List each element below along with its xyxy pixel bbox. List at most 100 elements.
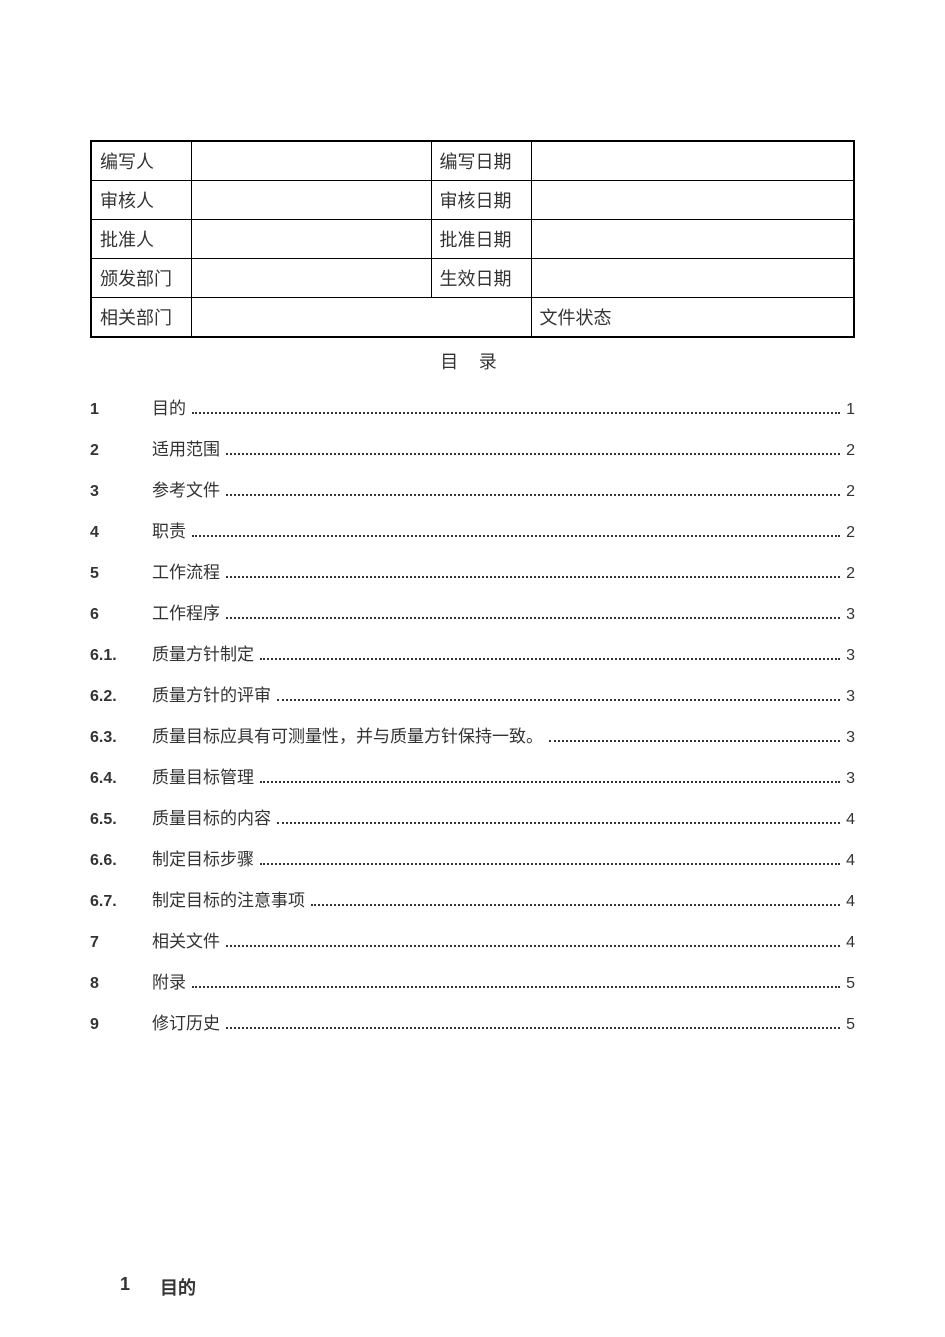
- approve-date-value: [531, 220, 854, 259]
- issuer-label: 颁发部门: [91, 259, 191, 298]
- toc-page: 5: [846, 1016, 855, 1034]
- toc-label: 目的: [152, 394, 186, 419]
- toc-label: 参考文件: [152, 476, 220, 501]
- issuer-value: [191, 259, 431, 298]
- toc-page: 4: [846, 893, 855, 911]
- toc-label: 制定目标步骤: [152, 845, 254, 870]
- toc-page: 2: [846, 483, 855, 501]
- author-label: 编写人: [91, 141, 191, 181]
- toc-entry: 2 适用范围 2: [90, 435, 855, 460]
- toc-entry: 9 修订历史 5: [90, 1009, 855, 1034]
- toc-entry: 6 工作程序 3: [90, 599, 855, 624]
- toc-dots: [549, 740, 840, 742]
- toc-dots: [226, 494, 840, 496]
- header-row-related-dept: 相关部门 文件状态: [91, 298, 854, 338]
- author-value: [191, 141, 431, 181]
- toc-dots: [260, 863, 840, 865]
- toc-entry: 3 参考文件 2: [90, 476, 855, 501]
- document-header-table: 编写人 编写日期 审核人 审核日期 批准人 批准日期 颁发部门 生效日期 相关部…: [90, 140, 855, 338]
- toc-num: 5: [90, 565, 152, 583]
- header-row-issuer: 颁发部门 生效日期: [91, 259, 854, 298]
- toc-dots: [260, 781, 840, 783]
- toc-entry: 6.3. 质量目标应具有可测量性，并与质量方针保持一致。 3: [90, 722, 855, 747]
- toc-label: 工作程序: [152, 599, 220, 624]
- author-date-label: 编写日期: [431, 141, 531, 181]
- toc-num: 6.4.: [90, 770, 152, 788]
- review-date-value: [531, 181, 854, 220]
- toc-title: 目 录: [90, 348, 855, 374]
- toc-dots: [277, 822, 840, 824]
- toc-num: 6.3.: [90, 729, 152, 747]
- section-label: 目的: [160, 1274, 196, 1300]
- toc-page: 5: [846, 975, 855, 993]
- approver-label: 批准人: [91, 220, 191, 259]
- header-row-reviewer: 审核人 审核日期: [91, 181, 854, 220]
- toc-label: 适用范围: [152, 435, 220, 460]
- toc-dots: [226, 453, 840, 455]
- toc-label: 职责: [152, 517, 186, 542]
- effective-date-value: [531, 259, 854, 298]
- toc-page: 4: [846, 934, 855, 952]
- toc-num: 8: [90, 975, 152, 993]
- toc-entry: 6.1. 质量方针制定 3: [90, 640, 855, 665]
- related-dept-label: 相关部门: [91, 298, 191, 338]
- toc-label: 质量目标管理: [152, 763, 254, 788]
- author-date-value: [531, 141, 854, 181]
- toc-dots: [192, 986, 840, 988]
- toc-entry: 6.5. 质量目标的内容 4: [90, 804, 855, 829]
- toc-label: 质量方针制定: [152, 640, 254, 665]
- toc-page: 2: [846, 565, 855, 583]
- approver-value: [191, 220, 431, 259]
- toc-page: 3: [846, 688, 855, 706]
- toc-label: 工作流程: [152, 558, 220, 583]
- related-dept-value: [191, 298, 531, 338]
- toc-page: 3: [846, 606, 855, 624]
- effective-date-label: 生效日期: [431, 259, 531, 298]
- toc-num: 4: [90, 524, 152, 542]
- review-date-label: 审核日期: [431, 181, 531, 220]
- toc-dots: [277, 699, 840, 701]
- toc-label: 质量方针的评审: [152, 681, 271, 706]
- toc-entry: 7 相关文件 4: [90, 927, 855, 952]
- file-status-label: 文件状态: [540, 308, 612, 328]
- toc-num: 6.5.: [90, 811, 152, 829]
- table-of-contents: 1 目的 1 2 适用范围 2 3 参考文件 2 4 职责 2 5 工作流程 2…: [90, 394, 855, 1034]
- toc-label: 修订历史: [152, 1009, 220, 1034]
- reviewer-label: 审核人: [91, 181, 191, 220]
- file-status-cell: 文件状态: [531, 298, 854, 338]
- header-row-author: 编写人 编写日期: [91, 141, 854, 181]
- toc-num: 6.6.: [90, 852, 152, 870]
- toc-dots: [192, 412, 840, 414]
- toc-entry: 6.6. 制定目标步骤 4: [90, 845, 855, 870]
- toc-label: 制定目标的注意事项: [152, 886, 305, 911]
- toc-dots: [192, 535, 840, 537]
- toc-num: 9: [90, 1016, 152, 1034]
- toc-page: 3: [846, 770, 855, 788]
- toc-page: 4: [846, 852, 855, 870]
- toc-num: 6.2.: [90, 688, 152, 706]
- header-row-approver: 批准人 批准日期: [91, 220, 854, 259]
- reviewer-value: [191, 181, 431, 220]
- toc-dots: [260, 658, 840, 660]
- toc-entry: 1 目的 1: [90, 394, 855, 419]
- toc-entry: 8 附录 5: [90, 968, 855, 993]
- toc-entry: 6.4. 质量目标管理 3: [90, 763, 855, 788]
- section-heading-purpose: 1 目的: [90, 1274, 855, 1300]
- toc-entry: 5 工作流程 2: [90, 558, 855, 583]
- section-num: 1: [90, 1274, 160, 1300]
- toc-num: 6.7.: [90, 893, 152, 911]
- toc-entry: 4 职责 2: [90, 517, 855, 542]
- toc-num: 2: [90, 442, 152, 460]
- toc-entry: 6.7. 制定目标的注意事项 4: [90, 886, 855, 911]
- toc-label: 附录: [152, 968, 186, 993]
- toc-label: 质量目标的内容: [152, 804, 271, 829]
- toc-dots: [226, 945, 840, 947]
- toc-num: 6.1.: [90, 647, 152, 665]
- toc-page: 3: [846, 729, 855, 747]
- toc-num: 1: [90, 401, 152, 419]
- toc-label: 质量目标应具有可测量性，并与质量方针保持一致。: [152, 722, 543, 747]
- toc-page: 1: [846, 401, 855, 419]
- toc-num: 3: [90, 483, 152, 501]
- approve-date-label: 批准日期: [431, 220, 531, 259]
- toc-dots: [226, 576, 840, 578]
